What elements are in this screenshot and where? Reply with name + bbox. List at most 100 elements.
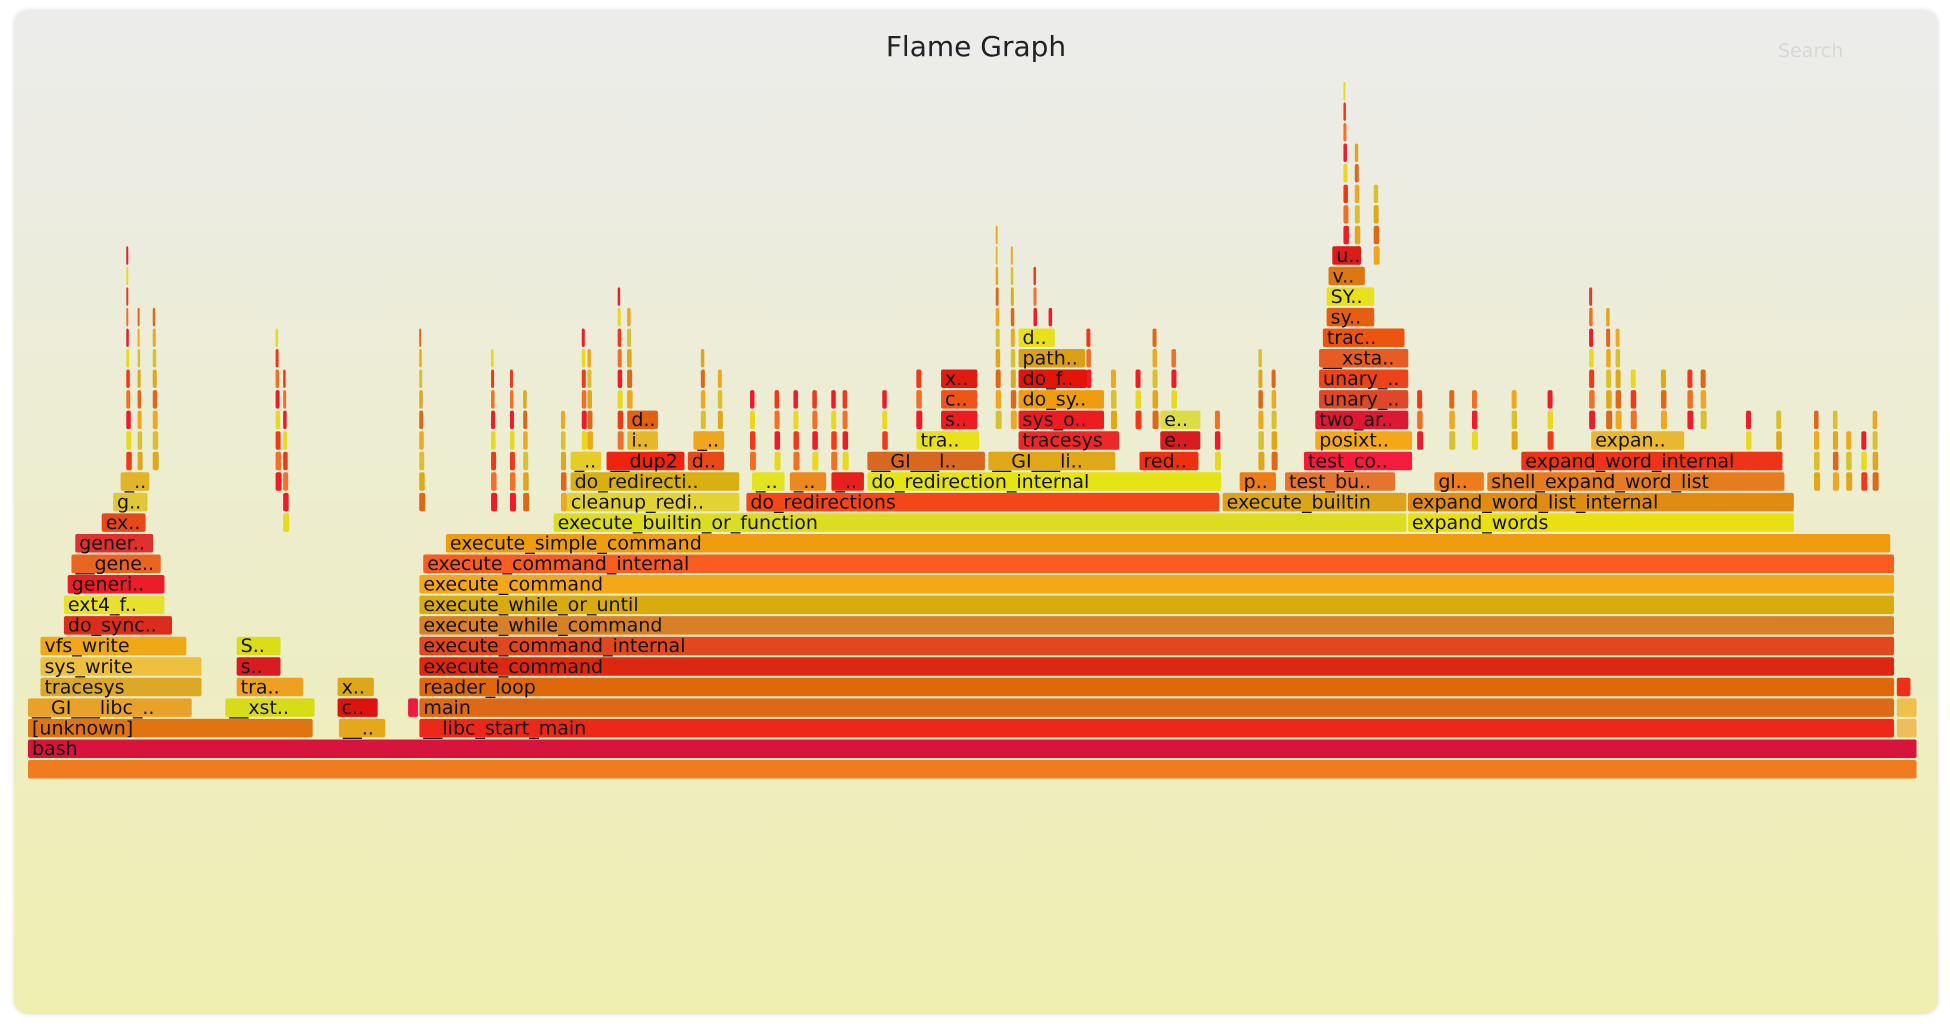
stack-frame[interactable]: execute_while_or_until <box>419 594 1895 616</box>
stack-frame-bar[interactable] <box>1407 492 1794 512</box>
stack-frame-sliver[interactable] <box>126 328 129 347</box>
stack-frame[interactable]: _.. <box>831 471 864 493</box>
stack-frame-bar[interactable] <box>408 698 418 717</box>
stack-frame-sliver[interactable] <box>1606 390 1612 409</box>
stack-frame-sliver[interactable] <box>1511 390 1517 409</box>
stack-frame[interactable]: SY.. <box>1326 286 1375 308</box>
stack-frame[interactable]: red.. <box>1139 450 1199 472</box>
stack-frame-sliver[interactable] <box>283 513 290 532</box>
stack-frame-sliver[interactable] <box>1171 349 1176 368</box>
stack-frame-sliver[interactable] <box>1343 81 1346 101</box>
stack-frame-sliver[interactable] <box>275 369 280 389</box>
stack-frame-bar[interactable] <box>1591 431 1685 450</box>
stack-frame-sliver[interactable] <box>1471 410 1478 430</box>
stack-frame-sliver[interactable] <box>1010 410 1017 430</box>
stack-frame-sliver[interactable] <box>793 390 798 409</box>
stack-frame[interactable]: execute_command <box>419 656 1895 678</box>
stack-frame[interactable]: s.. <box>941 409 978 431</box>
stack-frame-bar[interactable] <box>566 492 740 512</box>
stack-frame-sliver[interactable] <box>587 390 592 409</box>
stack-frame[interactable] <box>1896 698 1917 717</box>
stack-frame[interactable]: sys_o.. <box>1018 409 1104 431</box>
stack-frame[interactable]: tracesys <box>40 676 202 698</box>
stack-frame-bar[interactable] <box>1896 718 1917 738</box>
stack-frame-sliver[interactable] <box>749 451 756 471</box>
stack-frame-bar[interactable] <box>419 575 1895 594</box>
stack-frame-bar[interactable] <box>120 472 150 491</box>
stack-frame-bar[interactable] <box>570 451 602 471</box>
stack-frame[interactable]: i.. <box>627 430 658 452</box>
stack-frame-sliver[interactable] <box>581 431 588 450</box>
stack-frame-sliver[interactable] <box>1343 143 1347 163</box>
stack-frame-sliver[interactable] <box>793 410 799 430</box>
stack-frame-sliver[interactable] <box>523 390 527 409</box>
stack-frame-sliver[interactable] <box>1048 307 1053 327</box>
stack-frame-sliver[interactable] <box>491 431 496 450</box>
stack-frame[interactable]: do_redirection_internal <box>867 471 1222 493</box>
stack-frame-bar[interactable] <box>1018 328 1055 347</box>
stack-frame-sliver[interactable] <box>419 492 426 512</box>
stack-frame-bar[interactable] <box>1896 677 1911 697</box>
stack-frame-bar[interactable] <box>1315 431 1413 450</box>
stack-frame-sliver[interactable] <box>1846 431 1852 450</box>
stack-frame-bar[interactable] <box>1487 472 1785 491</box>
stack-frame-sliver[interactable] <box>1449 431 1456 450</box>
stack-frame-sliver[interactable] <box>1471 390 1477 409</box>
stack-frame-sliver[interactable] <box>700 369 705 389</box>
stack-frame-sliver[interactable] <box>1152 349 1158 368</box>
stack-frame-sliver[interactable] <box>1152 328 1157 347</box>
stack-frame-sliver[interactable] <box>1086 369 1092 389</box>
stack-frame-sliver[interactable] <box>1110 390 1117 409</box>
stack-frame-bar[interactable] <box>1315 410 1409 430</box>
stack-frame-sliver[interactable] <box>283 369 286 389</box>
stack-frame-sliver[interactable] <box>491 349 494 368</box>
stack-frame-sliver[interactable] <box>1687 369 1693 389</box>
stack-frame[interactable]: c.. <box>337 697 378 719</box>
stack-frame[interactable]: _.. <box>752 471 785 493</box>
stack-frame-sliver[interactable] <box>1271 390 1277 409</box>
stack-frame-sliver[interactable] <box>617 410 624 430</box>
stack-frame-sliver[interactable] <box>1606 369 1612 389</box>
stack-frame-sliver[interactable] <box>523 410 528 430</box>
stack-frame-bar[interactable] <box>40 636 187 656</box>
stack-frame[interactable]: do_sync.. <box>63 615 173 637</box>
stack-frame-sliver[interactable] <box>1872 451 1879 471</box>
stack-frame-sliver[interactable] <box>793 431 799 450</box>
stack-frame[interactable]: execute_while_command <box>419 615 1895 637</box>
stack-frame-sliver[interactable] <box>995 349 1001 368</box>
stack-frame-sliver[interactable] <box>1110 410 1117 430</box>
stack-frame-bar[interactable] <box>419 698 1895 717</box>
stack-frame-sliver[interactable] <box>587 349 591 368</box>
stack-frame-sliver[interactable] <box>137 307 140 327</box>
stack-frame-bar[interactable] <box>28 718 313 738</box>
stack-frame-bar[interactable] <box>423 554 1895 574</box>
stack-frame-sliver[interactable] <box>1687 390 1693 409</box>
stack-frame[interactable]: shell_expand_word_list <box>1487 471 1785 493</box>
stack-frame-sliver[interactable] <box>812 451 819 471</box>
stack-frame[interactable]: d.. <box>627 409 658 431</box>
stack-frame-sliver[interactable] <box>581 349 586 368</box>
stack-frame-bar[interactable] <box>1285 472 1396 491</box>
stack-frame-sliver[interactable] <box>1589 410 1596 430</box>
stack-frame-sliver[interactable] <box>1776 410 1782 430</box>
stack-frame-sliver[interactable] <box>1471 431 1478 450</box>
stack-frame-sliver[interactable] <box>617 431 624 450</box>
stack-frame-sliver[interactable] <box>1746 410 1752 430</box>
stack-frame-sliver[interactable] <box>842 410 848 430</box>
stack-frame[interactable]: e.. <box>1160 430 1201 452</box>
stack-frame-sliver[interactable] <box>126 451 132 471</box>
stack-frame-bar[interactable] <box>988 451 1116 471</box>
stack-frame-bar[interactable] <box>1332 246 1362 265</box>
stack-frame-sliver[interactable] <box>1354 225 1361 245</box>
stack-frame-sliver[interactable] <box>509 492 516 512</box>
stack-frame[interactable]: execute_command_internal <box>419 635 1895 657</box>
stack-frame-sliver[interactable] <box>137 431 143 450</box>
stack-frame-sliver[interactable] <box>275 410 281 430</box>
stack-frame[interactable]: expand_word_internal <box>1521 450 1783 472</box>
stack-frame-sliver[interactable] <box>283 390 287 409</box>
stack-frame-sliver[interactable] <box>1449 390 1455 409</box>
stack-frame[interactable]: execute_command_internal <box>423 553 1895 575</box>
stack-frame-sliver[interactable] <box>560 472 567 491</box>
stack-frame-sliver[interactable] <box>419 349 422 368</box>
stack-frame-sliver[interactable] <box>1214 451 1221 471</box>
